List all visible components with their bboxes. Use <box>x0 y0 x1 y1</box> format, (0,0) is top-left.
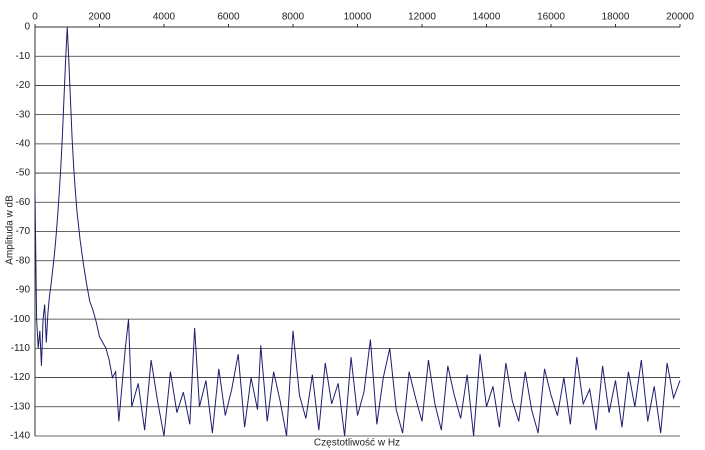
x-tick-label: 6000 <box>217 12 240 23</box>
y-tick-label: -30 <box>16 109 31 120</box>
y-tick-label: -140 <box>10 431 30 442</box>
x-tick-label: 18000 <box>602 12 630 23</box>
x-tick-label: 14000 <box>473 12 501 23</box>
x-tick-label: 0 <box>32 12 38 23</box>
y-tick-label: -50 <box>16 168 31 179</box>
y-tick-label: -80 <box>16 255 31 266</box>
x-tick-label: 10000 <box>344 12 372 23</box>
y-tick-label: -100 <box>10 314 30 325</box>
x-tick-label: 4000 <box>153 12 176 23</box>
y-tick-label: -60 <box>16 197 31 208</box>
y-axis-label: Amplituda w dB <box>5 195 16 265</box>
y-tick-label: 0 <box>24 22 30 33</box>
y-tick-label: -110 <box>11 343 31 354</box>
x-tick-label: 12000 <box>408 12 436 23</box>
y-tick-label: -40 <box>16 138 31 149</box>
x-tick-label: 8000 <box>282 12 305 23</box>
x-tick-label: 2000 <box>88 12 111 23</box>
x-tick-label: 16000 <box>537 12 565 23</box>
y-tick-label: -120 <box>10 372 30 383</box>
y-tick-label: -130 <box>10 401 30 412</box>
y-tick-label: -90 <box>16 285 31 296</box>
y-tick-label: -20 <box>16 80 31 91</box>
y-tick-label: -70 <box>16 226 31 237</box>
y-tick-label: -10 <box>16 51 31 62</box>
x-tick-label: 20000 <box>666 12 694 23</box>
x-axis-label: Częstotliwość w Hz <box>314 438 400 449</box>
spectrum-line <box>34 26 681 437</box>
